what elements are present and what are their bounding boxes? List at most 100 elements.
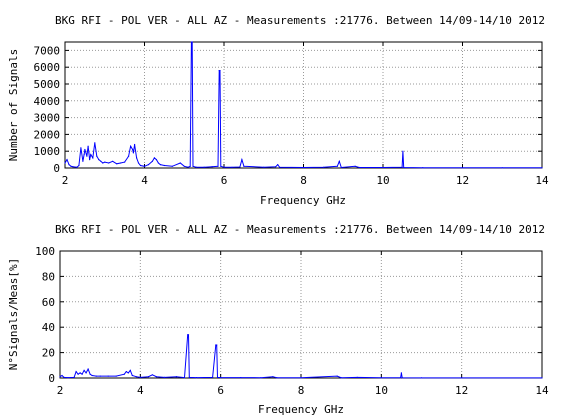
data-point: [87, 368, 89, 370]
data-point: [400, 377, 402, 379]
x-axis-ticks: 2 4 6 8 10 12 14: [57, 251, 549, 397]
y-tick-label: 0: [53, 162, 60, 175]
data-point: [420, 377, 423, 379]
data-point: [115, 375, 117, 377]
data-point: [90, 154, 92, 156]
data-point: [100, 160, 102, 162]
data-point: [139, 376, 141, 378]
data-point: [96, 155, 98, 157]
y-tick-label: 1000: [34, 145, 61, 158]
data-point: [191, 41, 193, 43]
data-point: [125, 371, 127, 373]
data-point: [241, 159, 243, 161]
x-tick-label: 12: [455, 384, 468, 397]
data-point: [422, 167, 424, 169]
data-point: [83, 369, 85, 371]
x-tick-label: 6: [217, 384, 224, 397]
y-tick-label: 40: [42, 321, 55, 334]
data-point: [91, 374, 93, 377]
data-point: [107, 375, 109, 377]
data-point: [541, 377, 543, 379]
data-point: [216, 344, 218, 346]
x-tick-label: 6: [221, 174, 228, 187]
data-point: [59, 376, 61, 378]
data-point: [212, 376, 214, 378]
data-point: [128, 155, 130, 157]
data-point: [223, 166, 225, 168]
y-tick-label: 7000: [34, 44, 61, 57]
data-point: [196, 377, 198, 379]
data-point: [83, 154, 85, 156]
x-axis-label: Frequency GHz: [260, 194, 346, 207]
data-point: [112, 160, 114, 162]
data-point: [163, 164, 165, 167]
data-point: [77, 373, 79, 375]
data-point: [70, 165, 72, 167]
data-point: [187, 166, 189, 168]
data-point: [75, 371, 77, 373]
data-point: [123, 373, 125, 375]
data-point: [340, 166, 342, 169]
data-point: [336, 165, 338, 167]
data-point: [461, 167, 464, 169]
x-tick-label: 2: [62, 174, 69, 187]
data-point: [98, 159, 100, 161]
data-point: [322, 166, 324, 168]
data-point: [153, 157, 155, 159]
data-point: [84, 148, 86, 151]
data-point: [143, 165, 146, 167]
data-point: [336, 375, 338, 377]
data-point: [147, 376, 149, 378]
data-point: [68, 164, 70, 166]
x-tick-label: 12: [456, 174, 469, 187]
data-point: [78, 164, 80, 167]
chart-title: BKG RFI - POL VER - ALL AZ - Measurement…: [55, 14, 545, 27]
data-point: [135, 376, 137, 378]
data-series: [59, 334, 543, 379]
data-point: [79, 372, 81, 374]
data-point: [88, 152, 90, 154]
data-point: [541, 167, 543, 169]
data-point: [104, 161, 106, 163]
x-tick-label: 14: [535, 384, 549, 397]
data-point: [239, 166, 241, 168]
data-point: [402, 150, 404, 152]
grid: [60, 251, 542, 378]
data-point: [192, 165, 194, 167]
data-point: [130, 145, 132, 147]
y-axis-ticks: 0 1000 2000 3000 4000 5000 6000 7000: [34, 44, 542, 175]
data-point: [82, 160, 84, 162]
y-axis-ticks: 0 20 40 60 80 100: [35, 245, 542, 385]
data-point: [275, 166, 277, 168]
x-tick-label: 2: [57, 384, 64, 397]
x-tick-label: 4: [141, 174, 148, 187]
x-axis-label: Frequency GHz: [258, 403, 344, 416]
chart-signals-count: BKG RFI - POL VER - ALL AZ - Measurement…: [7, 14, 549, 207]
data-point: [63, 376, 65, 378]
data-point: [94, 142, 96, 144]
data-point: [85, 372, 87, 374]
data-point: [89, 373, 91, 375]
data-point: [187, 334, 190, 336]
data-point: [61, 374, 63, 377]
grid: [65, 42, 542, 168]
data-point: [95, 375, 97, 377]
data-point: [163, 376, 165, 378]
data-point: [102, 162, 104, 164]
data-point: [159, 164, 161, 166]
data-point: [188, 376, 190, 378]
data-point: [134, 143, 136, 146]
chart-signals-percent: BKG RFI - POL VER - ALL AZ - Measurement…: [7, 223, 549, 416]
chart-title: BKG RFI - POL VER - ALL AZ - Measurement…: [55, 223, 545, 236]
data-point: [183, 165, 185, 167]
data-point: [358, 166, 360, 169]
data-point: [461, 377, 463, 379]
y-tick-label: 4000: [34, 95, 61, 108]
data-point: [157, 162, 159, 164]
data-point: [195, 166, 197, 168]
data-point: [139, 164, 142, 167]
data-point: [132, 152, 134, 154]
y-tick-label: 60: [42, 296, 55, 309]
data-point: [263, 166, 265, 168]
